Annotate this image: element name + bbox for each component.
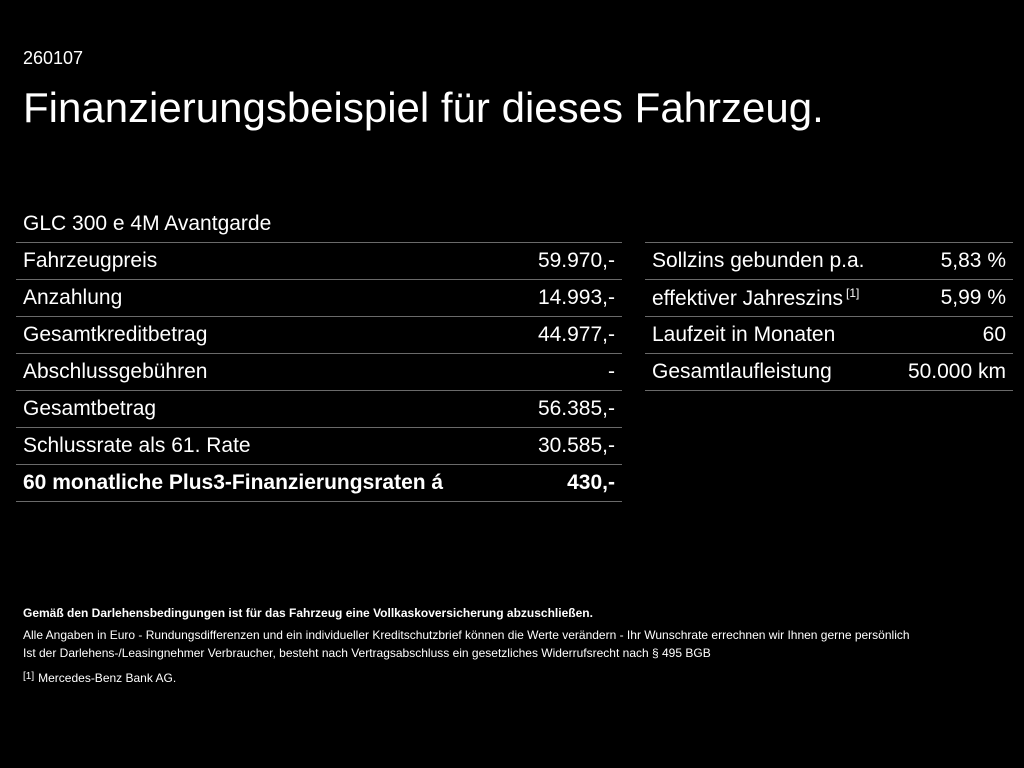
row-value: - [516, 353, 622, 391]
row-value: 14.993,- [516, 279, 622, 317]
row-label: 60 monatliche Plus3-Finanzierungsraten á [16, 464, 517, 502]
financing-table: Fahrzeugpreis 59.970,- Anzahlung 14.993,… [16, 242, 622, 502]
row-value: 430,- [516, 464, 622, 502]
table-row: Anzahlung 14.993,- [16, 279, 622, 317]
footnote-mark: [1] [23, 671, 35, 682]
page-title: Finanzierungsbeispiel für dieses Fahrzeu… [23, 84, 824, 131]
row-label-text: Laufzeit in Monaten [652, 323, 836, 346]
row-label: Gesamtlaufleistung [645, 353, 892, 391]
row-label: effektiver Jahreszins [1] [645, 279, 892, 317]
row-label: Laufzeit in Monaten [645, 316, 892, 354]
row-value: 56.385,- [516, 390, 622, 428]
footnote-text: Mercedes-Benz Bank AG. [38, 671, 177, 685]
footnote: [1] Mercedes-Benz Bank AG. [23, 668, 1013, 687]
withdrawal-note: Ist der Darlehens-/Leasingnehmer Verbrau… [23, 646, 711, 660]
table-row: Gesamtbetrag 56.385,- [16, 390, 622, 428]
row-value: 59.970,- [516, 242, 622, 280]
row-value: 44.977,- [516, 316, 622, 354]
row-value: 50.000 km [891, 353, 1013, 391]
row-value: 60 [891, 316, 1013, 354]
table-row: effektiver Jahreszins [1] 5,99 % [645, 279, 1013, 317]
disclaimer-line: Alle Angaben in Euro - Rundungsdifferenz… [23, 628, 910, 642]
row-label: Anzahlung [16, 279, 517, 317]
vehicle-model: GLC 300 e 4M Avantgarde [23, 212, 272, 235]
table-row: Fahrzeugpreis 59.970,- [16, 242, 622, 280]
row-label: Sollzins gebunden p.a. [645, 242, 892, 280]
footnote-reference: [1] [846, 285, 860, 300]
table-row: Schlussrate als 61. Rate 30.585,- [16, 427, 622, 465]
monthly-rate-row: 60 monatliche Plus3-Finanzierungsraten á… [16, 464, 622, 502]
row-value: 5,99 % [891, 279, 1013, 317]
legal-notes: Gemäß den Darlehensbedingungen ist für d… [23, 604, 1013, 687]
row-label: Gesamtkreditbetrag [16, 316, 517, 354]
table-row: Gesamtkreditbetrag 44.977,- [16, 316, 622, 354]
row-label: Schlussrate als 61. Rate [16, 427, 517, 465]
row-label: Fahrzeugpreis [16, 242, 517, 280]
table-row: Abschlussgebühren - [16, 353, 622, 391]
row-label: Abschlussgebühren [16, 353, 517, 391]
row-label-text: effektiver Jahreszins [652, 286, 844, 310]
table-row: Laufzeit in Monaten 60 [645, 316, 1013, 354]
row-value: 30.585,- [516, 427, 622, 465]
row-label-text: Gesamtlaufleistung [652, 360, 832, 383]
table-row: Sollzins gebunden p.a. 5,83 % [645, 242, 1013, 280]
table-row: Gesamtlaufleistung 50.000 km [645, 353, 1013, 391]
reference-number: 260107 [23, 48, 84, 68]
row-value: 5,83 % [891, 242, 1013, 280]
insurance-note: Gemäß den Darlehensbedingungen ist für d… [23, 606, 593, 620]
row-label: Gesamtbetrag [16, 390, 517, 428]
row-label-text: Sollzins gebunden p.a. [652, 249, 865, 272]
interest-table: Sollzins gebunden p.a. 5,83 % effektiver… [645, 242, 1013, 391]
